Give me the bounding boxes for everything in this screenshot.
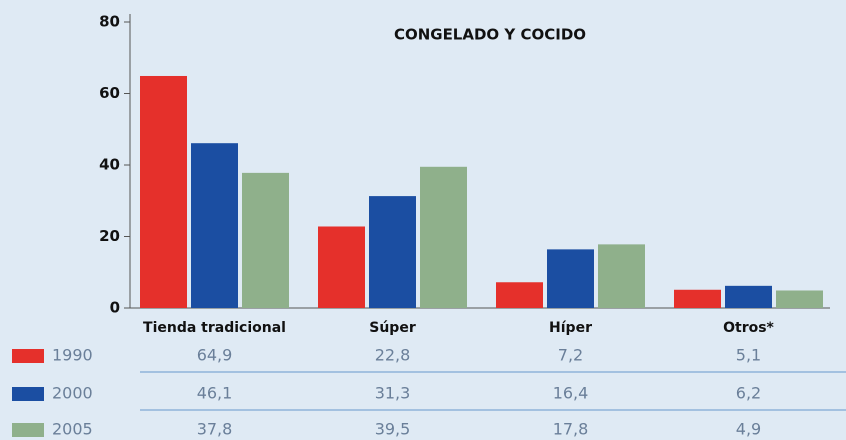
bar (369, 196, 416, 308)
bar (318, 226, 365, 308)
y-tick-label: 80 (99, 13, 120, 31)
bar (598, 244, 645, 308)
table-value: 16,4 (553, 384, 589, 403)
y-tick-label: 60 (99, 84, 120, 102)
bar (674, 289, 721, 308)
legend-label: 2000 (52, 384, 93, 403)
table-value: 6,2 (736, 384, 761, 403)
x-tick-label: Súper (369, 320, 416, 336)
table-value: 22,8 (375, 346, 411, 365)
table-value: 39,5 (375, 420, 411, 439)
table-value: 31,3 (375, 384, 411, 403)
legend-label: 1990 (52, 346, 93, 365)
table-value: 5,1 (736, 346, 761, 365)
bar (140, 75, 187, 308)
bar (242, 172, 289, 308)
x-tick-label: Híper (549, 320, 592, 336)
legend-swatch (12, 423, 44, 437)
bar (776, 290, 823, 308)
table-value: 64,9 (197, 346, 233, 365)
bar (496, 282, 543, 308)
y-tick-label: 20 (99, 227, 120, 245)
y-tick-label: 0 (110, 299, 120, 317)
chart-title: CONGELADO Y COCIDO (394, 26, 586, 44)
x-tick-label: Otros* (723, 320, 774, 336)
legend-label: 2005 (52, 420, 93, 439)
bar (547, 249, 594, 308)
y-tick-label: 40 (99, 156, 120, 174)
table-value: 17,8 (553, 420, 589, 439)
bar (725, 285, 772, 308)
table-value: 37,8 (197, 420, 233, 439)
table-value: 7,2 (558, 346, 583, 365)
legend-swatch (12, 387, 44, 401)
table-value: 46,1 (197, 384, 233, 403)
bar (191, 143, 238, 308)
table-value: 4,9 (736, 420, 761, 439)
x-tick-label: Tienda tradicional (143, 320, 286, 336)
bar (420, 166, 467, 308)
legend-swatch (12, 349, 44, 363)
